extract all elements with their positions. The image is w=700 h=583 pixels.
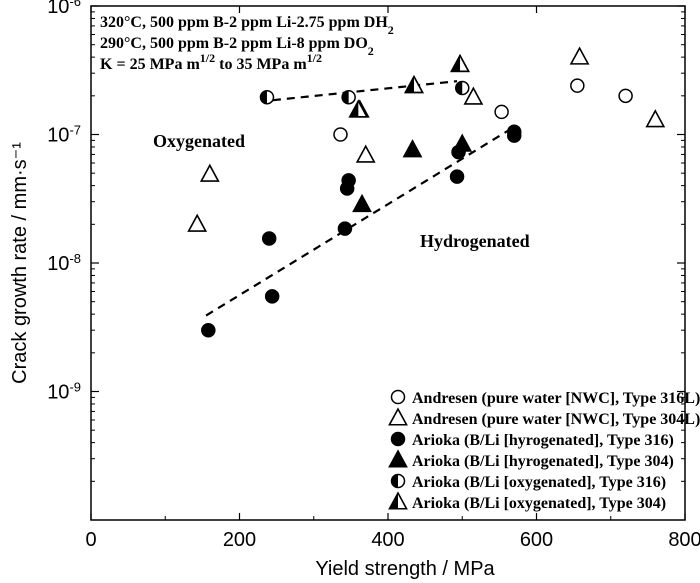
y-tick-label: 10-6 <box>47 0 81 18</box>
annotation-hydrogenated: Hydrogenated <box>420 231 530 251</box>
axis-ticks <box>90 5 686 520</box>
marker-shape <box>494 104 509 120</box>
data-point <box>337 221 353 236</box>
trend-lines <box>205 80 512 317</box>
legend-label: Andresen (pure water [NWC], Type 304L) <box>412 411 700 428</box>
data-point <box>355 144 376 163</box>
marker-shape <box>388 449 408 468</box>
y-axis-title: Crack growth rate / mm·s⁻¹ <box>9 142 31 384</box>
marker-shape <box>506 128 522 143</box>
data-point <box>187 213 208 232</box>
data-points <box>187 46 666 338</box>
x-tick-label: 600 <box>520 529 553 551</box>
data-point <box>341 89 356 105</box>
legend-label: Andresen (pure water [NWC], Type 316L) <box>412 390 700 407</box>
legend-marker <box>388 491 408 510</box>
marker-fill <box>391 474 398 488</box>
marker-shape <box>199 163 220 182</box>
data-point <box>259 89 275 105</box>
legend-label: Arioka (B/Li [hyrogenated], Type 316) <box>412 432 674 449</box>
condition-line-1: 320°C, 500 ppm B-2 ppm Li-2.75 ppm DH2 <box>100 14 394 37</box>
data-point <box>404 74 424 94</box>
condition-line-2: 290°C, 500 ppm B-2 ppm Li-8 ppm DO2 <box>100 35 374 58</box>
marker-fill <box>342 90 349 104</box>
data-point <box>199 163 220 182</box>
tick-labels: 0 200 400 600 800 10-9 10-8 10-7 10-6 <box>47 0 700 551</box>
marker-shape <box>402 139 423 158</box>
marker-fill <box>455 81 463 95</box>
marker-shape <box>388 407 408 426</box>
legend-marker <box>388 407 408 426</box>
annotation-oxygenated: Oxygenated <box>153 131 245 151</box>
conditions-block: 320°C, 500 ppm B-2 ppm Li-2.75 ppm DH2 2… <box>100 14 394 73</box>
legend: Andresen (pure water [NWC], Type 316L) An… <box>388 389 700 512</box>
data-point <box>201 322 216 338</box>
marker-shape <box>264 289 280 304</box>
x-tick-label: 0 <box>85 529 96 551</box>
y-tick-label: 10-7 <box>47 122 81 147</box>
marker-shape <box>333 127 348 142</box>
data-point <box>569 46 590 65</box>
marker-shape <box>618 88 633 104</box>
x-tick-label: 400 <box>371 529 404 551</box>
data-point <box>333 127 348 142</box>
y-tick-label: 10-8 <box>47 251 81 276</box>
marker-shape <box>645 109 666 128</box>
data-point <box>645 109 666 128</box>
data-point <box>463 86 484 105</box>
marker-shape <box>261 231 277 246</box>
marker-fill <box>260 90 267 104</box>
data-point <box>449 169 465 184</box>
x-tick-label: 200 <box>223 529 256 551</box>
y-tick-label: 10-9 <box>47 379 81 404</box>
marker-shape <box>463 86 484 105</box>
oxygenated-trend <box>272 80 458 102</box>
marker-shape <box>449 169 465 184</box>
condition-line-3: K = 25 MPa m1/2 to 35 MPa m1/2 <box>100 51 322 73</box>
data-point <box>341 173 356 188</box>
data-point <box>261 231 277 246</box>
data-point <box>506 128 522 143</box>
data-point <box>570 78 585 93</box>
data-point <box>352 193 372 213</box>
data-point <box>618 88 633 104</box>
legend-label: Arioka (B/Li [hyrogenated], Type 304) <box>412 453 674 470</box>
data-point <box>402 139 423 158</box>
marker-shape <box>352 193 372 213</box>
legend-marker <box>390 431 406 447</box>
data-point <box>452 133 473 152</box>
marker-shape <box>570 78 585 93</box>
data-point <box>348 99 369 118</box>
data-point <box>494 104 509 120</box>
data-point <box>264 289 280 304</box>
x-tick-label: 800 <box>668 529 700 551</box>
legend-label: Arioka (B/Li [oxygenated], Type 304) <box>412 495 666 512</box>
hydrogenated-trend <box>205 128 512 317</box>
marker-shape <box>341 173 356 188</box>
marker-fill <box>405 76 414 93</box>
legend-marker <box>388 449 408 468</box>
marker-shape <box>187 213 208 232</box>
data-point <box>450 53 470 73</box>
marker-shape <box>452 133 473 152</box>
marker-shape <box>201 322 216 338</box>
data-point <box>455 80 470 96</box>
x-axis-title: Yield strength / MPa <box>315 558 495 580</box>
marker-shape <box>390 389 406 405</box>
legend-marker <box>390 389 406 405</box>
marker-shape <box>337 221 353 236</box>
legend-label: Arioka (B/Li [oxygenated], Type 316) <box>412 474 666 491</box>
marker-shape <box>355 144 376 163</box>
marker-shape <box>569 46 590 65</box>
marker-shape <box>390 431 406 447</box>
legend-marker <box>390 473 406 489</box>
